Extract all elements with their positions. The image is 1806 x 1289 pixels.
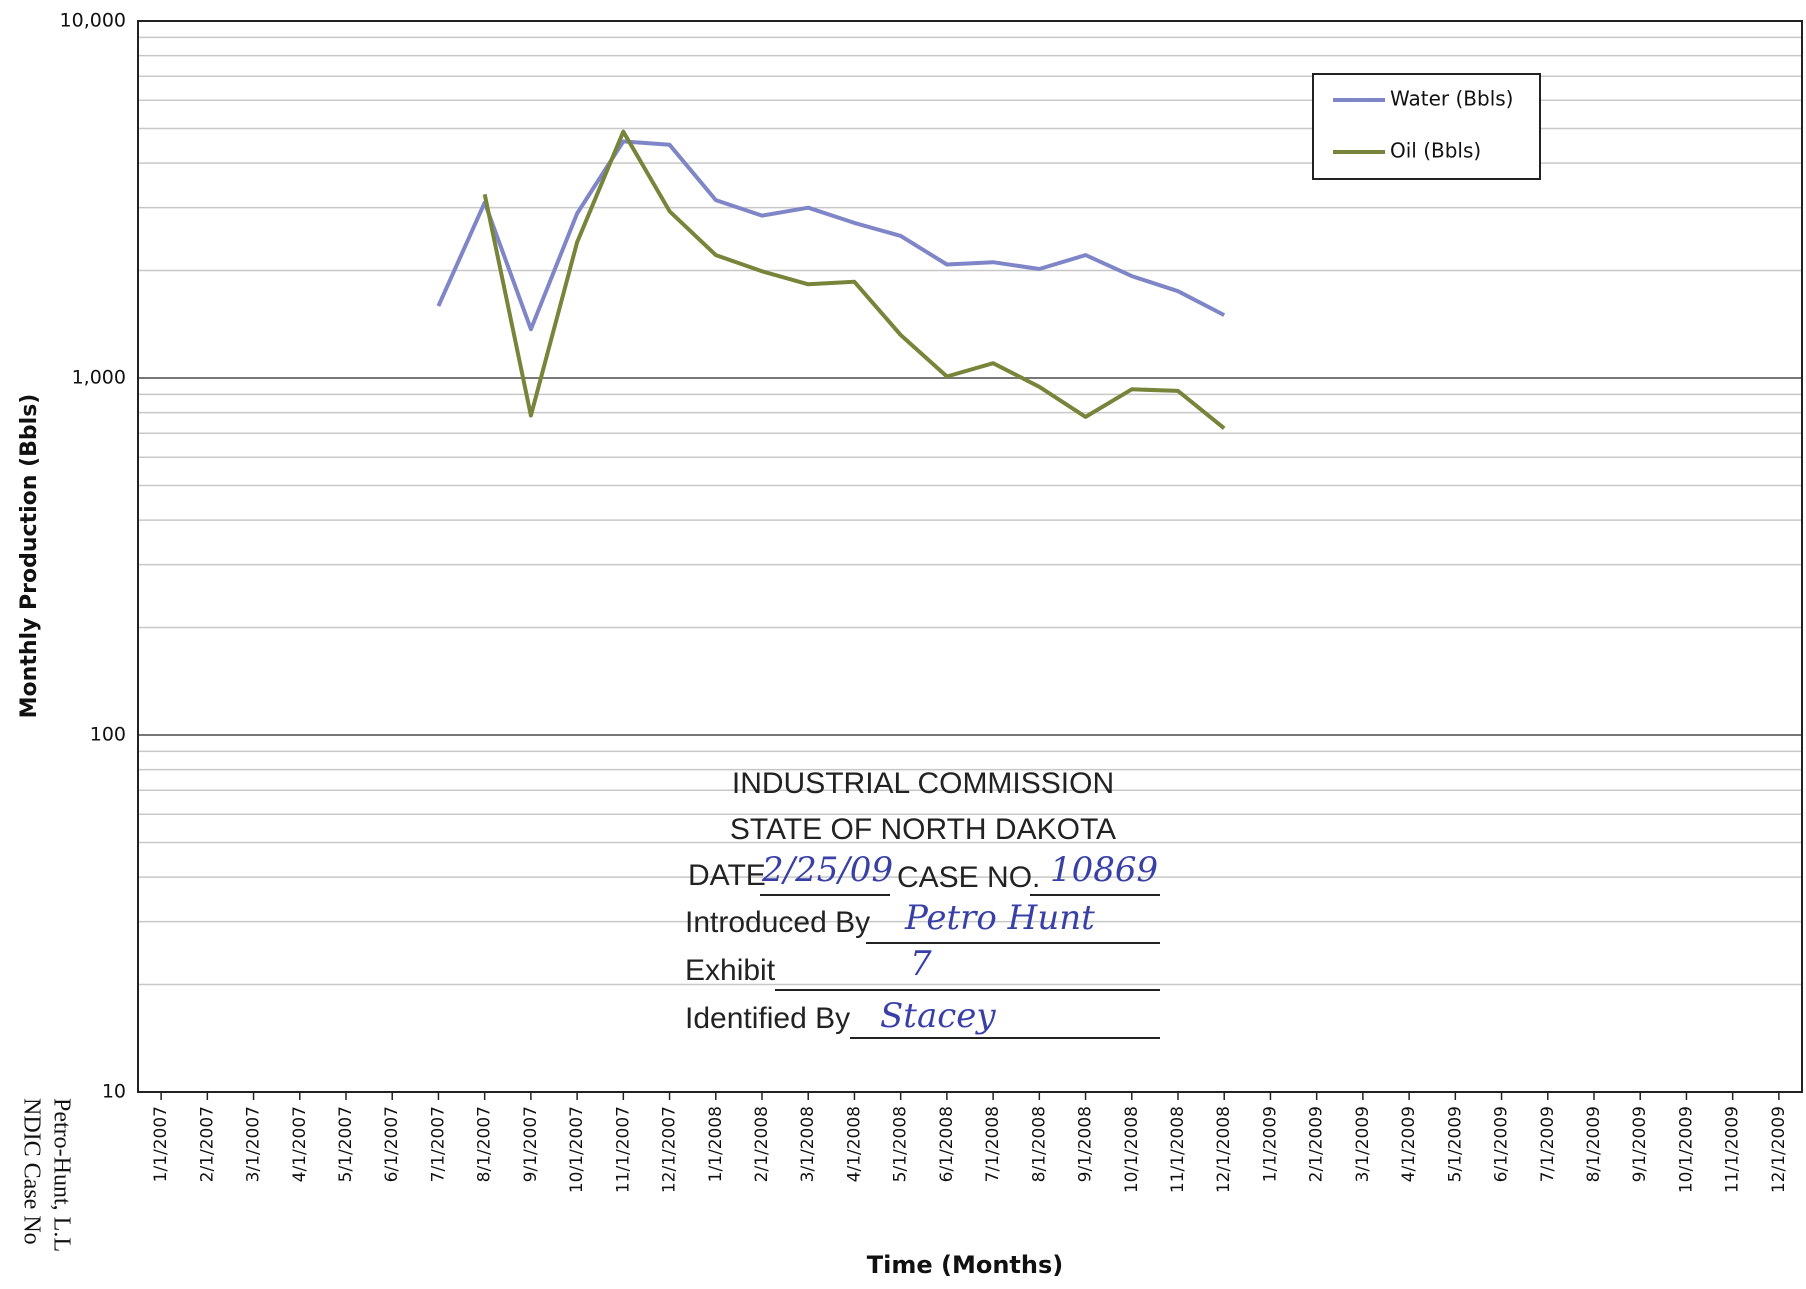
- x-tick-label: 11/1/2008: [1168, 1106, 1188, 1193]
- x-tick-label: 4/1/2009: [1399, 1106, 1419, 1182]
- x-tick-label: 10/1/2008: [1122, 1106, 1142, 1193]
- x-tick-label: 10/1/2009: [1676, 1106, 1696, 1193]
- x-tick-label: 2/1/2007: [197, 1106, 217, 1182]
- x-tick-label: 6/1/2009: [1492, 1106, 1512, 1182]
- x-tick-label: 12/1/2009: [1769, 1106, 1789, 1193]
- x-tick-label: 7/1/2007: [428, 1106, 448, 1182]
- series-line: [436, 139, 1226, 332]
- handwriting: 7: [910, 944, 932, 984]
- x-tick-label: 4/1/2008: [844, 1106, 864, 1182]
- x-tick-label: 1/1/2009: [1260, 1106, 1280, 1182]
- x-tick-label: 1/1/2008: [706, 1106, 726, 1182]
- plot-frame: [137, 20, 1803, 1093]
- x-tick-label: 7/1/2009: [1538, 1106, 1558, 1182]
- handwriting: 2/25/09: [761, 850, 893, 890]
- x-tick-label: 11/1/2007: [613, 1106, 633, 1193]
- stamp-text: Introduced By: [685, 906, 870, 939]
- legend-box: [1312, 73, 1541, 180]
- x-tick-label: 5/1/2008: [891, 1106, 911, 1182]
- x-tick-label: 6/1/2007: [382, 1106, 402, 1182]
- y-tick-label: 100: [90, 724, 126, 746]
- y-tick-label: 1,000: [72, 367, 126, 389]
- y-tick-label: 10: [102, 1081, 126, 1103]
- legend: Water (Bbls) Oil (Bbls): [1312, 73, 1541, 180]
- legend-label: Oil (Bbls): [1390, 139, 1481, 163]
- stamp-text: DATE: [688, 859, 766, 892]
- x-tick-label: 6/1/2008: [937, 1106, 957, 1182]
- series-line: [482, 129, 1226, 430]
- margin-text: NDIC Case No: [18, 1098, 44, 1245]
- handwriting: Stacey: [880, 996, 996, 1036]
- x-tick-label: 12/1/2007: [660, 1106, 680, 1193]
- x-tick-label: 8/1/2008: [1029, 1106, 1049, 1182]
- x-tick-label: 10/1/2007: [567, 1106, 587, 1193]
- x-tick-label: 3/1/2009: [1353, 1106, 1373, 1182]
- lines: [436, 129, 1226, 430]
- x-tick-label: 8/1/2007: [475, 1106, 495, 1182]
- stamp-text: STATE OF NORTH DAKOTA: [730, 813, 1116, 846]
- handwriting: Petro Hunt: [904, 898, 1095, 938]
- x-tick-label: 9/1/2007: [521, 1106, 541, 1182]
- stamp-text: CASE NO.: [897, 861, 1040, 894]
- y-tick-label: 10,000: [60, 10, 126, 32]
- x-tick-label: 2/1/2008: [752, 1106, 772, 1182]
- x-tick-label: 11/1/2009: [1723, 1106, 1743, 1193]
- x-tick-label: 8/1/2009: [1584, 1106, 1604, 1182]
- x-tick-label: 4/1/2007: [290, 1106, 310, 1182]
- legend-label: Water (Bbls): [1390, 87, 1513, 111]
- x-tick-label: 5/1/2007: [336, 1106, 356, 1182]
- x-tick-label: 3/1/2008: [798, 1106, 818, 1182]
- exhibit-stamp: INDUSTRIAL COMMISSION STATE OF NORTH DAK…: [685, 767, 1160, 1039]
- x-tick-label: 9/1/2009: [1630, 1106, 1650, 1182]
- handwriting: 10869: [1050, 850, 1158, 890]
- x-tick-label: 12/1/2008: [1214, 1106, 1234, 1193]
- x-tick-label: 9/1/2008: [1076, 1106, 1096, 1182]
- x-axis-title: Time (Months): [867, 1251, 1063, 1279]
- x-tick-label: 7/1/2008: [983, 1106, 1003, 1182]
- x-tick-label: 3/1/2007: [244, 1106, 264, 1182]
- margin-text: Petro-Hunt, L.L: [48, 1098, 74, 1252]
- y-axis-title: Monthly Production (Bbls): [17, 394, 42, 719]
- x-tick-label: 1/1/2007: [151, 1106, 171, 1182]
- stamp-text: Exhibit: [685, 954, 776, 987]
- stamp-text: Identified By: [685, 1002, 850, 1035]
- x-tick-label: 5/1/2009: [1445, 1106, 1465, 1182]
- stamp-text: INDUSTRIAL COMMISSION: [732, 767, 1114, 800]
- x-tick-label: 2/1/2009: [1307, 1106, 1327, 1182]
